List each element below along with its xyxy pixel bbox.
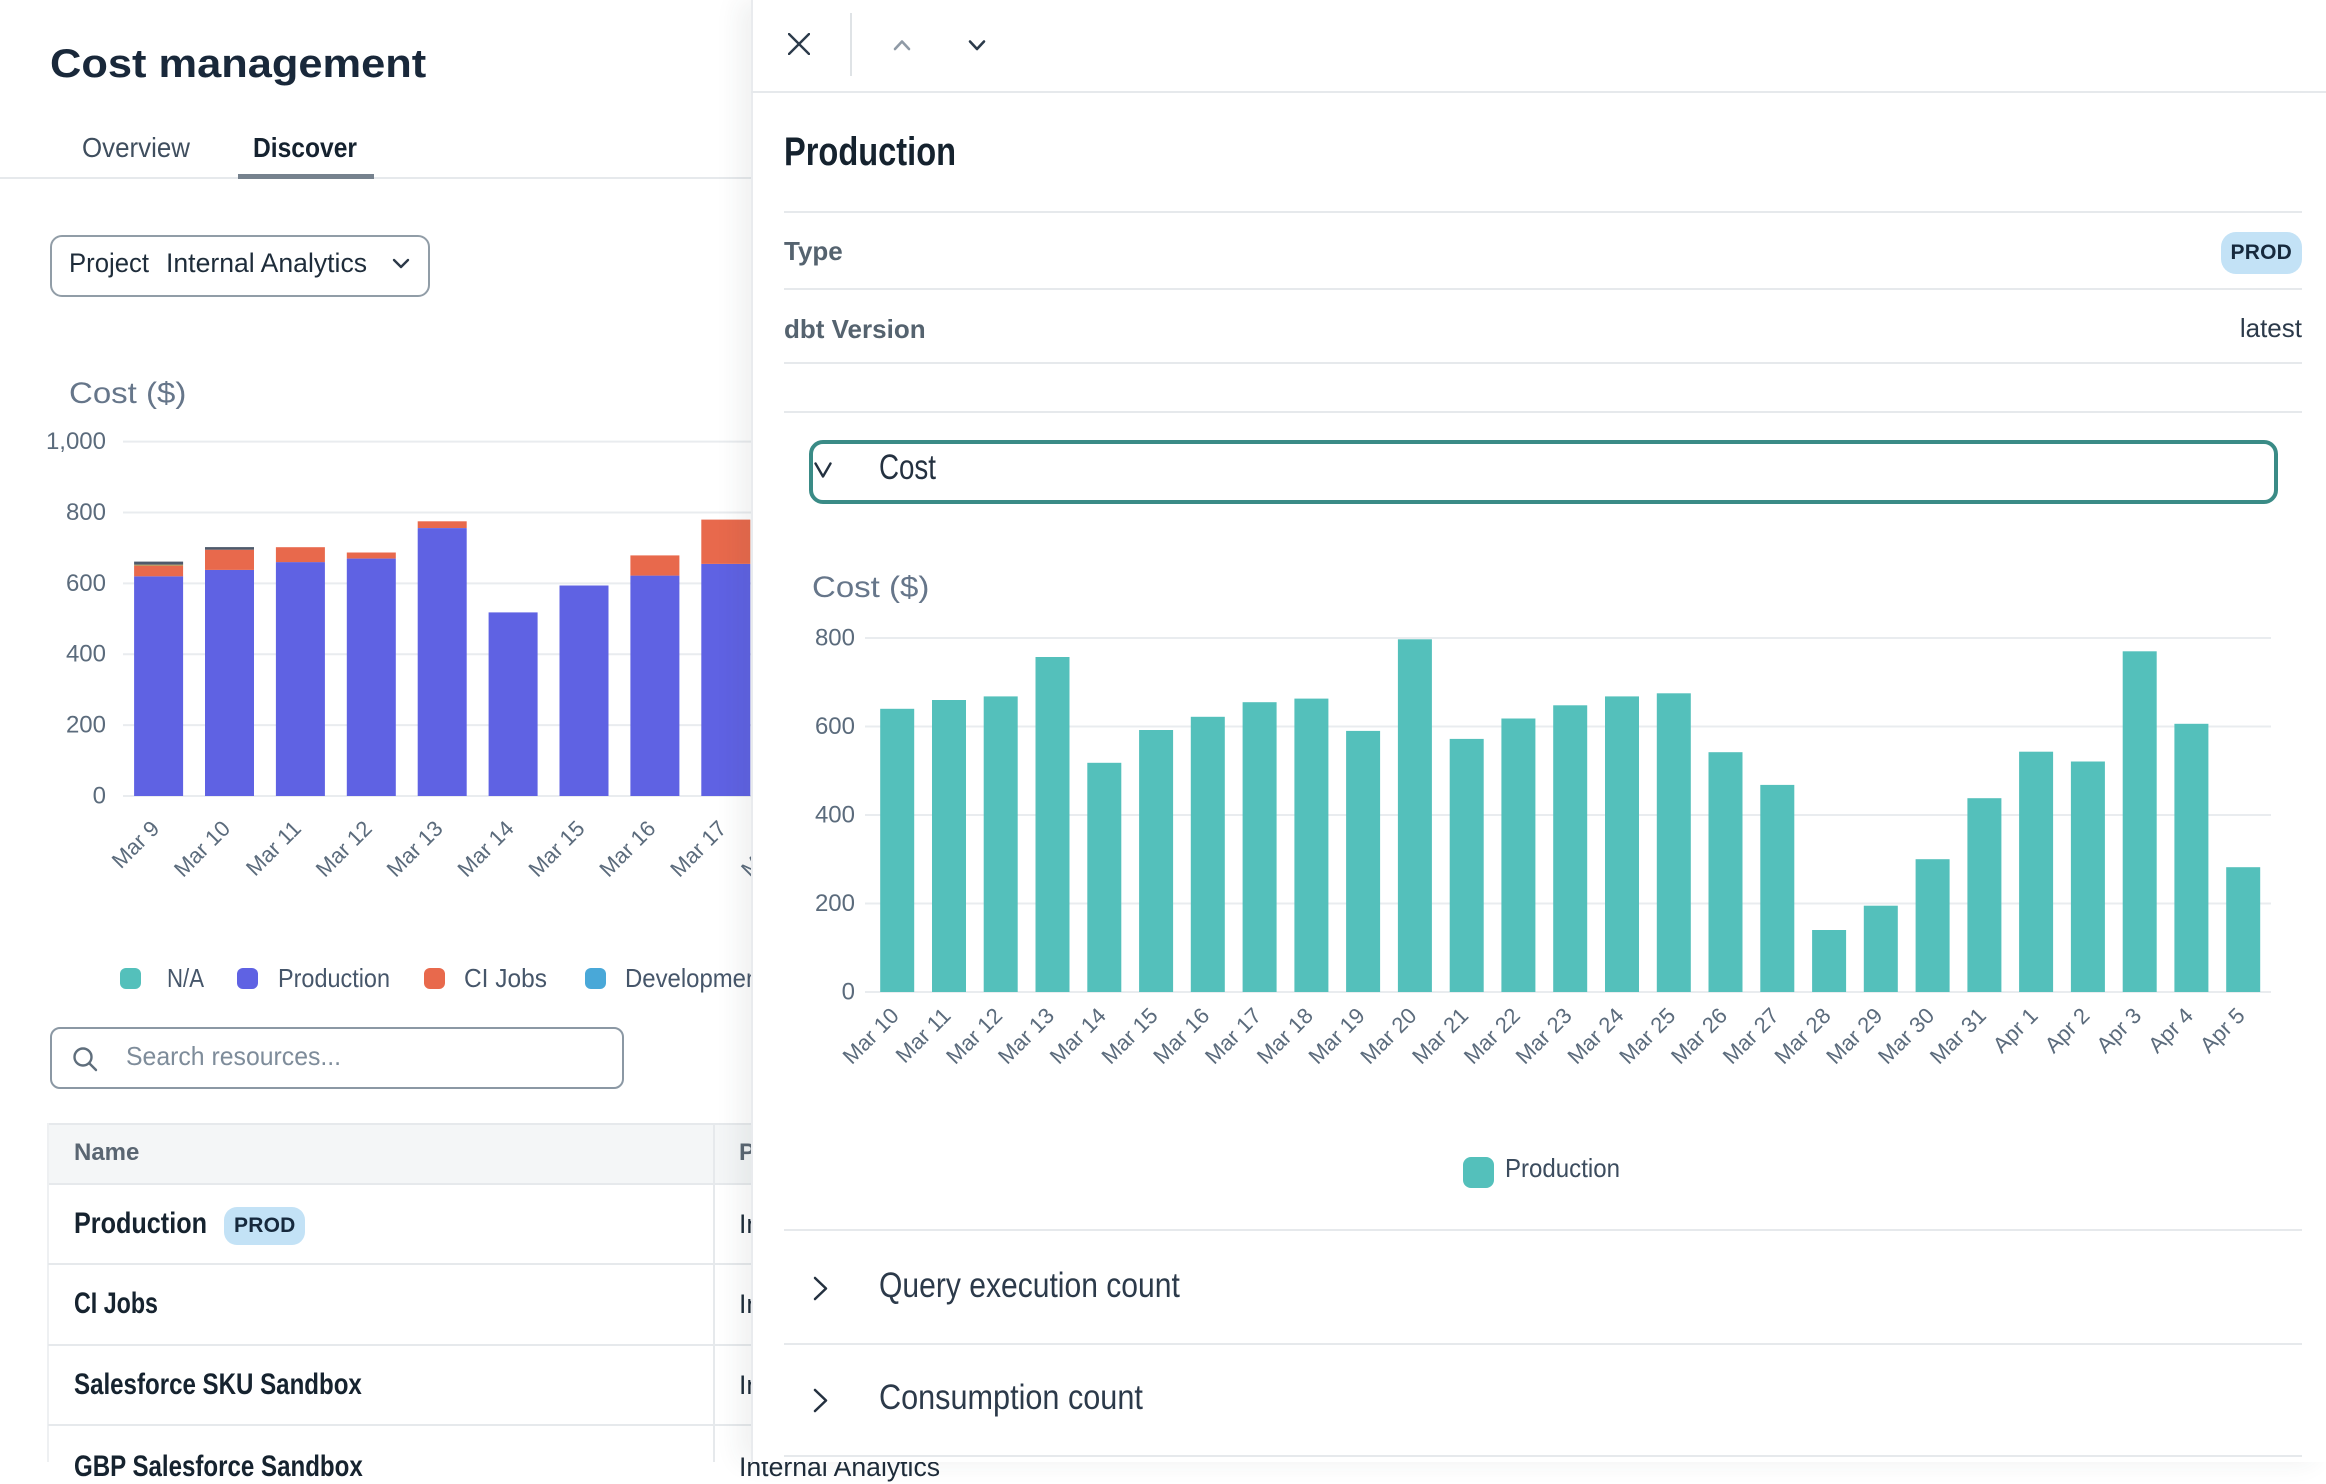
svg-text:Mar 22: Mar 22: [1459, 1003, 1525, 1069]
svg-text:Apr 1: Apr 1: [1988, 1003, 2043, 1058]
svg-text:Mar 13: Mar 13: [382, 816, 448, 882]
svg-text:Mar 10: Mar 10: [838, 1003, 904, 1069]
svg-text:400: 400: [815, 802, 855, 829]
svg-text:Mar 14: Mar 14: [453, 816, 519, 882]
svg-text:Mar 30: Mar 30: [1873, 1003, 1939, 1069]
svg-text:Apr 5: Apr 5: [2195, 1003, 2250, 1058]
svg-text:Mar 21: Mar 21: [1407, 1003, 1473, 1069]
svg-text:0: 0: [93, 783, 106, 810]
svg-text:200: 200: [66, 712, 106, 739]
svg-text:Apr 2: Apr 2: [2040, 1003, 2095, 1058]
svg-text:Mar 11: Mar 11: [241, 816, 306, 881]
svg-text:Mar 11: Mar 11: [891, 1003, 956, 1068]
svg-text:Mar 14: Mar 14: [1045, 1003, 1111, 1069]
svg-text:400: 400: [66, 641, 106, 668]
svg-text:1,000: 1,000: [46, 428, 106, 455]
svg-text:Mar 31: Mar 31: [1925, 1003, 1991, 1069]
svg-text:Mar 27: Mar 27: [1718, 1003, 1784, 1069]
svg-text:Mar 15: Mar 15: [523, 816, 589, 882]
svg-text:Mar 18: Mar 18: [1252, 1003, 1318, 1069]
svg-text:600: 600: [66, 570, 106, 597]
svg-text:Mar 16: Mar 16: [594, 816, 660, 882]
svg-text:0: 0: [842, 979, 855, 1006]
svg-text:Mar 17: Mar 17: [665, 816, 731, 882]
svg-text:Mar 23: Mar 23: [1511, 1003, 1577, 1069]
svg-text:200: 200: [815, 890, 855, 917]
svg-text:600: 600: [815, 713, 855, 740]
svg-text:Mar 12: Mar 12: [941, 1003, 1007, 1069]
svg-text:Mar 16: Mar 16: [1148, 1003, 1214, 1069]
svg-text:800: 800: [815, 625, 855, 652]
svg-text:Mar 29: Mar 29: [1821, 1003, 1887, 1069]
svg-text:Mar 28: Mar 28: [1770, 1003, 1836, 1069]
svg-text:Mar 10: Mar 10: [169, 816, 235, 882]
svg-text:Mar 12: Mar 12: [311, 816, 377, 882]
svg-text:Mar 9: Mar 9: [107, 816, 164, 873]
svg-text:Mar 15: Mar 15: [1097, 1003, 1163, 1069]
svg-text:Mar 19: Mar 19: [1304, 1003, 1370, 1069]
svg-text:Mar 25: Mar 25: [1614, 1003, 1680, 1069]
svg-text:Apr 3: Apr 3: [2091, 1003, 2146, 1058]
svg-text:Mar 24: Mar 24: [1562, 1003, 1628, 1069]
svg-text:Mar 20: Mar 20: [1355, 1003, 1421, 1069]
svg-text:Apr 4: Apr 4: [2143, 1003, 2198, 1058]
svg-text:Mar 17: Mar 17: [1200, 1003, 1266, 1069]
svg-text:Mar 13: Mar 13: [993, 1003, 1059, 1069]
svg-text:Mar 26: Mar 26: [1666, 1003, 1732, 1069]
svg-text:800: 800: [66, 499, 106, 526]
